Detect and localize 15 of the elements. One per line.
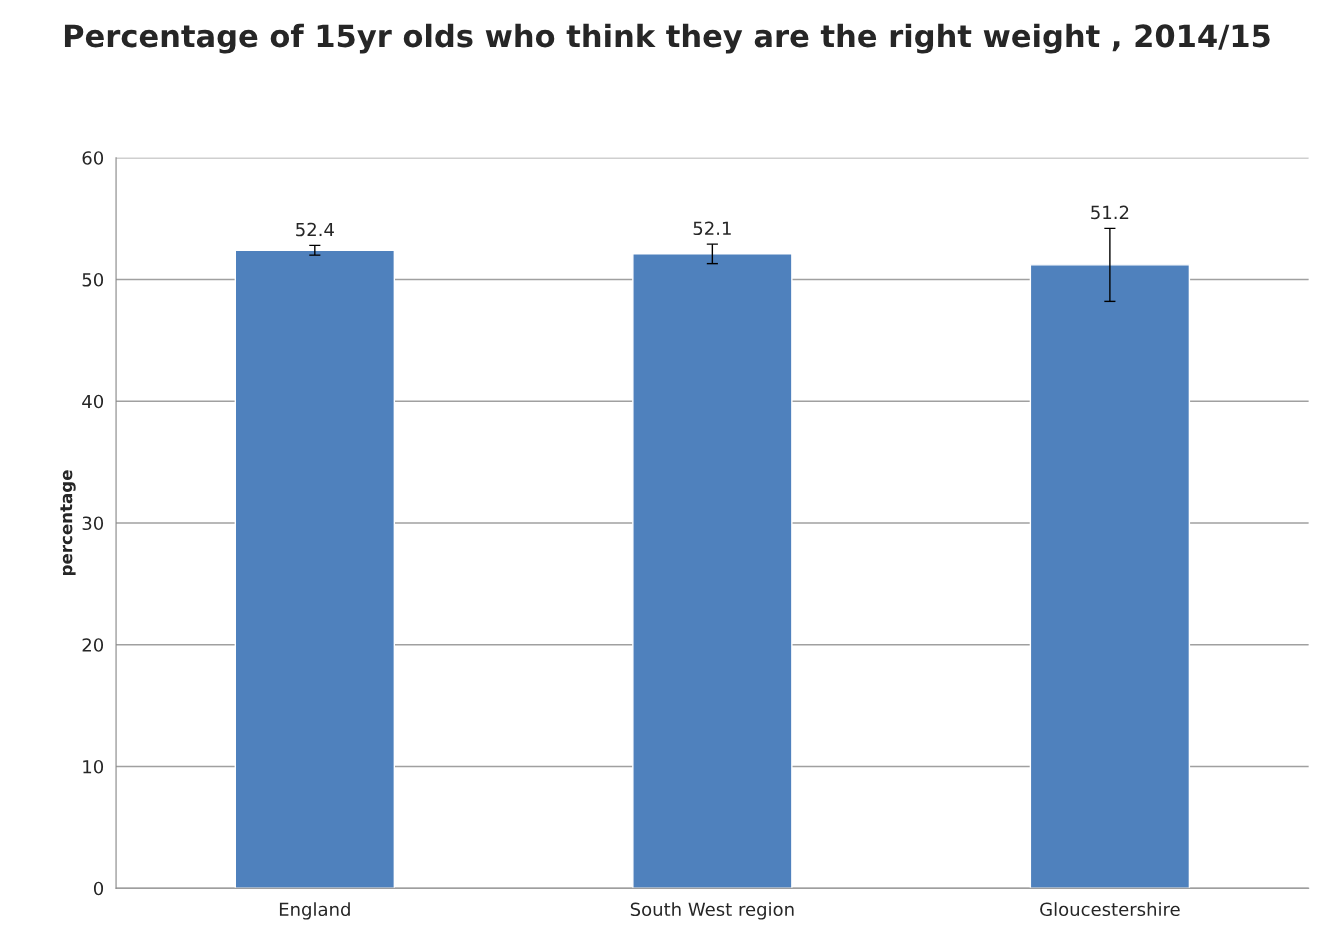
x-tick-label: South West region	[630, 902, 794, 920]
y-tick-label: 20	[82, 638, 104, 652]
chart-title: Percentage of 15yr olds who think they are the right weight , 2014/15	[64, 23, 1270, 54]
data-label: 52.1	[693, 221, 731, 236]
x-tick-label: England	[279, 902, 350, 920]
y-axis-title: percentage	[60, 470, 76, 576]
x-tick-label: Gloucestershire	[1040, 902, 1180, 917]
y-tick-label: 50	[82, 272, 104, 287]
y-tick-label: 0	[93, 881, 104, 896]
y-tick-label: 10	[83, 759, 104, 774]
y-tick-label: 60	[82, 151, 104, 165]
data-label: 52.4	[296, 222, 334, 237]
y-tick-label: 40	[82, 394, 104, 409]
y-tick-label: 30	[82, 516, 104, 531]
data-label: 51.2	[1091, 205, 1129, 220]
